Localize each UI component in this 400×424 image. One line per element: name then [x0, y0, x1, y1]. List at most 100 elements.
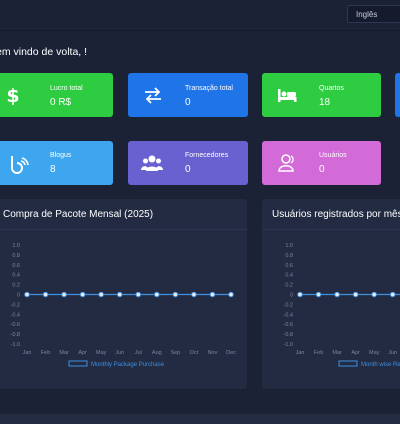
x-tick-label: Jan [296, 350, 305, 356]
data-point[interactable] [228, 291, 234, 298]
card-label: Transação total [185, 85, 233, 92]
card-label: Quartos [319, 85, 344, 92]
x-tick-label: Mar [332, 350, 342, 356]
card-value: 0 [319, 164, 325, 175]
chart-title: Usuários registrados por mês (2025) [272, 209, 400, 220]
x-tick-label: Jul [135, 350, 142, 356]
data-point[interactable] [371, 291, 377, 298]
y-tick-label: -1.0 [11, 342, 20, 348]
data-point[interactable] [116, 291, 123, 298]
x-tick-label: Feb [41, 350, 50, 356]
y-tick-label: 0.4 [12, 273, 20, 279]
x-tick-label: Feb [314, 350, 323, 356]
card-rooms[interactable]: Quartos 18 [262, 73, 381, 117]
y-tick-label: -0.2 [11, 302, 20, 308]
y-tick-label: 1.0 [285, 243, 293, 249]
y-tick-label: 0.8 [12, 253, 20, 259]
x-tick-label: May [96, 350, 107, 356]
card-label: Usuários [319, 152, 347, 159]
x-tick-label: Jun [388, 350, 397, 356]
data-point[interactable] [172, 291, 179, 298]
y-tick-label: 0 [290, 293, 293, 299]
y-tick-label: -0.8 [11, 332, 20, 338]
x-tick-label: Oct [190, 350, 199, 356]
footer-strip [0, 414, 400, 424]
y-tick-label: -0.4 [11, 312, 20, 318]
data-point[interactable] [42, 291, 49, 298]
y-tick-label: 0.4 [285, 273, 293, 279]
legend-swatch[interactable] [338, 360, 358, 367]
data-point[interactable] [24, 291, 30, 298]
panel-divider [0, 229, 247, 230]
data-point[interactable] [61, 291, 67, 298]
user-icon [278, 154, 294, 172]
data-point[interactable] [79, 291, 86, 298]
chart-panel-user-registrations: Usuários registrados por mês (2025) 1.0 0… [262, 199, 400, 389]
data-point[interactable] [135, 291, 142, 298]
y-tick-label: 0.8 [285, 253, 293, 259]
card-label: Blogus [50, 152, 72, 159]
users-group-icon [141, 155, 163, 171]
card-value: 8 [50, 164, 56, 175]
data-point[interactable] [389, 291, 396, 298]
welcome-message: em vindo de volta, ! [0, 46, 88, 58]
y-tick-label: -0.2 [284, 302, 293, 308]
x-tick-label: Jun [115, 350, 124, 356]
y-tick-label: 0.2 [285, 283, 293, 289]
y-tick-label: 0.6 [12, 263, 20, 269]
card-label: Fornecedores [185, 152, 229, 159]
card-suppliers[interactable]: Fornecedores 0 [128, 141, 248, 185]
y-tick-label: -0.6 [284, 322, 293, 328]
legend-swatch[interactable] [68, 360, 88, 367]
x-tick-label: Jan [23, 350, 32, 356]
x-tick-label: May [369, 350, 380, 356]
card-users[interactable]: Usuários 0 [262, 141, 381, 185]
bed-icon [278, 89, 297, 102]
legend-label[interactable]: Monthly Package Purchase [91, 362, 165, 368]
legend-label[interactable]: Month wise Registration [361, 362, 400, 368]
y-tick-label: 0.6 [285, 263, 293, 269]
y-tick-label: -0.8 [284, 332, 293, 338]
svg-text:$: $ [6, 85, 19, 106]
data-point[interactable] [191, 291, 197, 298]
y-tick-label: -1.0 [284, 342, 293, 348]
y-tick-label: 0.2 [12, 283, 20, 289]
card-partial[interactable] [395, 73, 400, 117]
top-bar: Inglês [0, 0, 400, 31]
data-point[interactable] [334, 291, 340, 298]
y-tick-label: -0.6 [11, 322, 20, 328]
card-value: 0 [185, 164, 191, 175]
card-value: 0 [185, 97, 191, 108]
panel-divider [262, 229, 400, 230]
data-point[interactable] [154, 291, 160, 298]
data-point[interactable] [209, 291, 216, 298]
data-point[interactable] [98, 291, 104, 298]
data-point[interactable] [315, 291, 322, 298]
x-tick-label: Apr [78, 350, 87, 356]
card-value: 0 R$ [50, 97, 72, 108]
chart-panel-package-purchase: Compra de Pacote Mensal (2025) 1.0 0.8 0.6… [0, 199, 247, 389]
card-total-transactions[interactable]: Transação total 0 [128, 73, 248, 117]
x-tick-label: Apr [351, 350, 360, 356]
y-tick-label: 1.0 [12, 243, 20, 249]
x-tick-label: Dec [226, 350, 236, 356]
data-point[interactable] [297, 291, 303, 298]
y-tick-label: 0 [17, 293, 20, 299]
x-tick-label: Sep [170, 350, 180, 356]
language-select[interactable]: Inglês [347, 5, 400, 23]
dollar-icon: $ [6, 85, 19, 106]
x-tick-label: Mar [59, 350, 69, 356]
transfer-arrows-icon [145, 87, 161, 104]
card-value: 18 [319, 97, 331, 108]
x-tick-label: Nov [208, 350, 218, 356]
card-blogs[interactable]: Blogus 8 [0, 141, 113, 185]
blog-icon [11, 156, 29, 174]
card-total-profit[interactable]: $ Lucro total 0 R$ [0, 73, 113, 117]
x-tick-label: Aug [152, 350, 162, 356]
data-point[interactable] [352, 291, 359, 298]
y-tick-label: -0.4 [284, 312, 293, 318]
chart-title: Compra de Pacote Mensal (2025) [3, 209, 154, 220]
card-label: Lucro total [50, 85, 83, 92]
